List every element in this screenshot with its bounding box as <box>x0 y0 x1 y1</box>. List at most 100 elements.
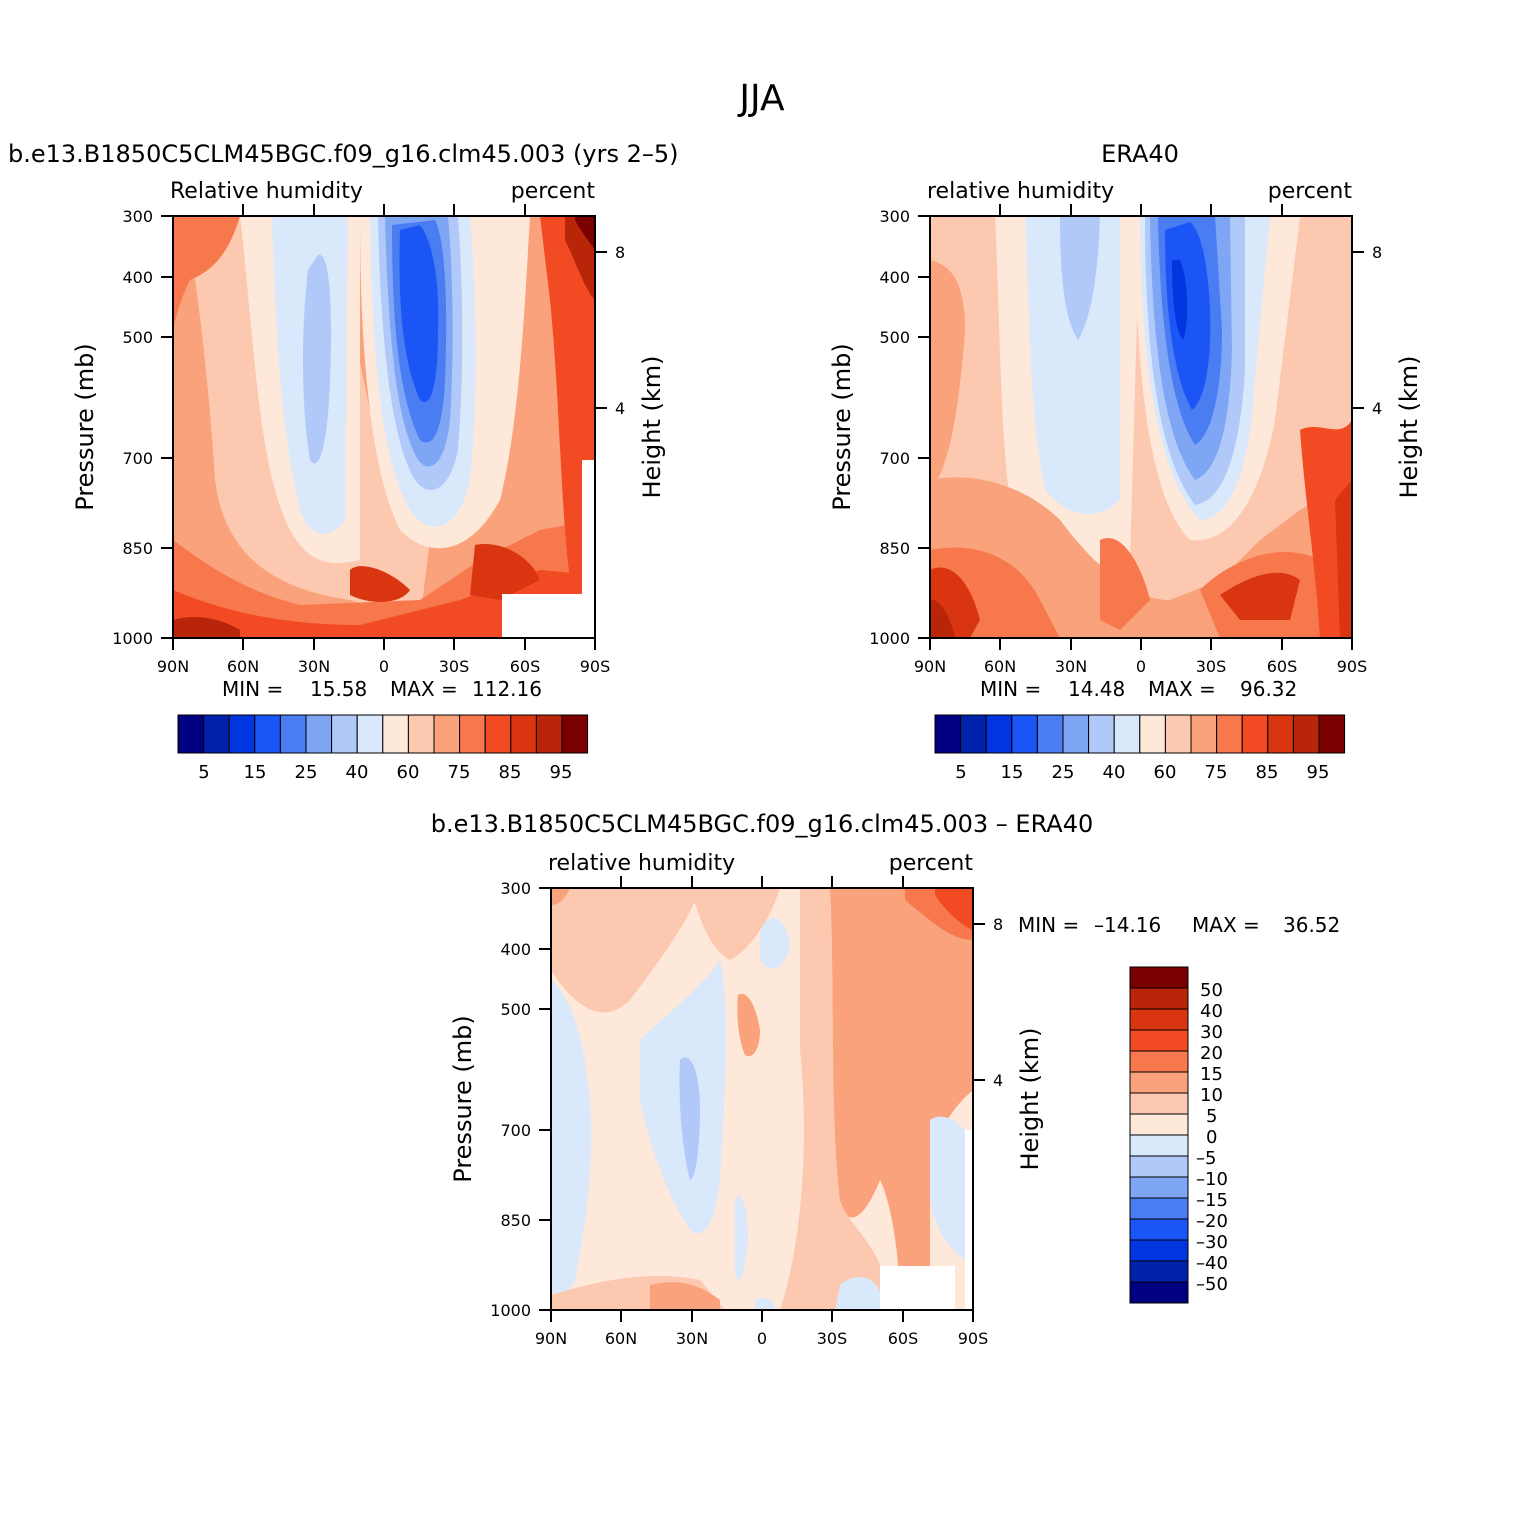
cb-label-25: 25 <box>295 762 318 783</box>
y2-tick-4: 4 <box>993 1071 1003 1090</box>
colorbar-swatch <box>203 714 230 754</box>
colorbar-swatch <box>1129 1239 1189 1262</box>
panel-obs-title: ERA40 <box>1101 140 1179 168</box>
x-tick-90n: 90N <box>535 1329 567 1348</box>
y-tick-300: 300 <box>122 207 153 226</box>
panel-obs-field <box>930 216 1352 638</box>
colorbar-swatch <box>1129 1281 1189 1304</box>
max-value: 112.16 <box>472 677 542 701</box>
cb-label-20: 20 <box>1200 1043 1223 1064</box>
y-tick-1000: 1000 <box>490 1301 531 1320</box>
y-tick-700: 700 <box>122 449 153 468</box>
y-tick-700: 700 <box>500 1121 531 1140</box>
max-label: MAX = <box>1148 677 1216 701</box>
y-tick-500: 500 <box>122 328 153 347</box>
y2-tick-8: 8 <box>1372 243 1382 262</box>
colorbar-swatch <box>510 714 537 754</box>
cb-label-85: 85 <box>1256 762 1279 783</box>
y-tick-700: 700 <box>879 449 910 468</box>
y-axis-label: Pressure (mb) <box>71 343 99 510</box>
field-missing-strip <box>582 460 595 638</box>
field-band-blue-core-sh <box>399 225 439 402</box>
colorbar-swatch <box>1129 1176 1189 1199</box>
field-band-darkest-nh-surface <box>930 599 955 638</box>
colorbar-swatch <box>1241 714 1269 754</box>
cb-label-15: 15 <box>1200 1064 1223 1085</box>
colorbar-swatch <box>305 714 333 754</box>
colorbar-swatch <box>561 714 589 754</box>
cb-label-5: 5 <box>198 762 209 783</box>
cb-label-50: 50 <box>1200 980 1223 1001</box>
field-band-core-sh-edge <box>575 216 595 250</box>
colorbar-swatch <box>1113 714 1141 754</box>
min-label: MIN = <box>980 677 1041 701</box>
colorbar-swatch <box>484 714 512 754</box>
colorbar-swatch <box>934 714 962 754</box>
field-band-red-sh-edge <box>540 216 595 600</box>
colorbar-swatch <box>1129 1197 1189 1220</box>
page-title: JJA <box>737 78 785 119</box>
colorbar-swatch <box>1129 987 1189 1010</box>
field-band-red-sh-top <box>935 888 973 930</box>
colorbar-swatch <box>1190 714 1218 754</box>
colorbar-swatch <box>177 714 205 754</box>
field-band-dark-surface-eq <box>350 566 410 602</box>
field-missing-region <box>502 594 582 638</box>
cb-label-neg50: –50 <box>1196 1274 1228 1295</box>
panel-diff-colorbar <box>1129 966 1189 1304</box>
colorbar-swatch <box>356 714 384 754</box>
x-tick-90s: 90S <box>1337 657 1368 676</box>
cb-label-neg5: –5 <box>1196 1148 1216 1169</box>
x-tick-30n: 30N <box>676 1329 708 1348</box>
colorbar-swatch <box>985 714 1013 754</box>
cb-label-15: 15 <box>1001 762 1024 783</box>
field-band-red-surface <box>173 570 595 638</box>
y-tick-850: 850 <box>879 539 910 558</box>
min-label: MIN = <box>1018 913 1079 937</box>
cb-label-neg15: –15 <box>1196 1190 1228 1211</box>
panel-diff-axes <box>539 876 985 1322</box>
cb-label-95: 95 <box>1307 762 1330 783</box>
panel-diff-right-label: percent <box>889 851 974 876</box>
cb-label-40: 40 <box>346 762 369 783</box>
colorbar-swatch <box>1129 1092 1189 1115</box>
x-tick-60n: 60N <box>984 657 1016 676</box>
colorbar-swatch <box>1129 1260 1189 1283</box>
cb-label-95: 95 <box>550 762 573 783</box>
field-band-light-top-nh <box>551 888 700 1013</box>
colorbar-swatch <box>1318 714 1346 754</box>
field-band-light-sh <box>780 888 890 1310</box>
panel-model-colorbar <box>177 714 589 754</box>
x-tick-60s: 60S <box>1267 657 1298 676</box>
y2-axis-label: Height (km) <box>1016 1028 1044 1171</box>
max-value: 96.32 <box>1240 677 1297 701</box>
colorbar-swatch <box>433 714 461 754</box>
panel-diff-title: b.e13.B1850C5CLM45BGC.f09_g16.clm45.003 … <box>431 810 1093 838</box>
field-band-dark-surface-nh <box>173 617 240 638</box>
panel-diff-field <box>551 888 973 1310</box>
x-tick-90n: 90N <box>914 657 946 676</box>
panel-model-title: b.e13.B1850C5CLM45BGC.f09_g16.clm45.003 … <box>8 140 678 168</box>
y-tick-1000: 1000 <box>112 629 153 648</box>
y-axis-label: Pressure (mb) <box>449 1015 477 1182</box>
field-band-blue-surface-eq <box>755 1298 775 1310</box>
field-band-blue-core-nh <box>679 1057 700 1180</box>
x-tick-0: 0 <box>1136 657 1146 676</box>
field-missing-region <box>880 1266 955 1310</box>
field-missing-strip <box>965 1130 973 1310</box>
colorbar-swatch <box>1062 714 1090 754</box>
min-label: MIN = <box>222 677 283 701</box>
max-label: MAX = <box>1192 913 1260 937</box>
x-tick-30s: 30S <box>1196 657 1227 676</box>
field-band-blue-surface-sh <box>835 1277 885 1310</box>
panel-obs-axes <box>918 204 1364 650</box>
colorbar-swatch <box>407 714 435 754</box>
x-tick-30s: 30S <box>817 1329 848 1348</box>
field-band-blue-nh <box>1060 216 1100 340</box>
colorbar-swatch <box>1267 714 1294 754</box>
x-tick-90s: 90S <box>958 1329 989 1348</box>
colorbar-swatch <box>960 714 987 754</box>
colorbar-swatch <box>1139 714 1166 754</box>
y-tick-850: 850 <box>122 539 153 558</box>
